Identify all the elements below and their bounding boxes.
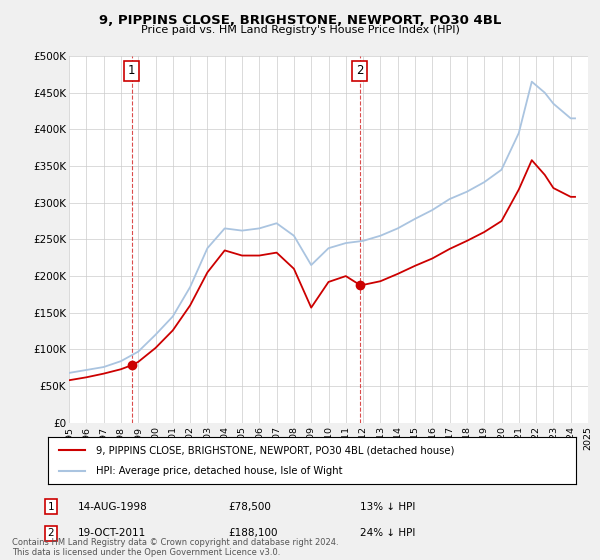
Text: £188,100: £188,100 (228, 528, 277, 538)
Text: 9, PIPPINS CLOSE, BRIGHSTONE, NEWPORT, PO30 4BL: 9, PIPPINS CLOSE, BRIGHSTONE, NEWPORT, P… (99, 14, 501, 27)
Text: 13% ↓ HPI: 13% ↓ HPI (360, 502, 415, 512)
Text: 14-AUG-1998: 14-AUG-1998 (78, 502, 148, 512)
Text: 19-OCT-2011: 19-OCT-2011 (78, 528, 146, 538)
Text: HPI: Average price, detached house, Isle of Wight: HPI: Average price, detached house, Isle… (95, 466, 342, 476)
Text: 9, PIPPINS CLOSE, BRIGHSTONE, NEWPORT, PO30 4BL (detached house): 9, PIPPINS CLOSE, BRIGHSTONE, NEWPORT, P… (95, 445, 454, 455)
Text: 24% ↓ HPI: 24% ↓ HPI (360, 528, 415, 538)
Text: 1: 1 (47, 502, 55, 512)
Text: Contains HM Land Registry data © Crown copyright and database right 2024.
This d: Contains HM Land Registry data © Crown c… (12, 538, 338, 557)
Text: 2: 2 (47, 528, 55, 538)
Text: £78,500: £78,500 (228, 502, 271, 512)
Text: 1: 1 (128, 64, 136, 77)
Text: Price paid vs. HM Land Registry's House Price Index (HPI): Price paid vs. HM Land Registry's House … (140, 25, 460, 35)
Text: 2: 2 (356, 64, 364, 77)
